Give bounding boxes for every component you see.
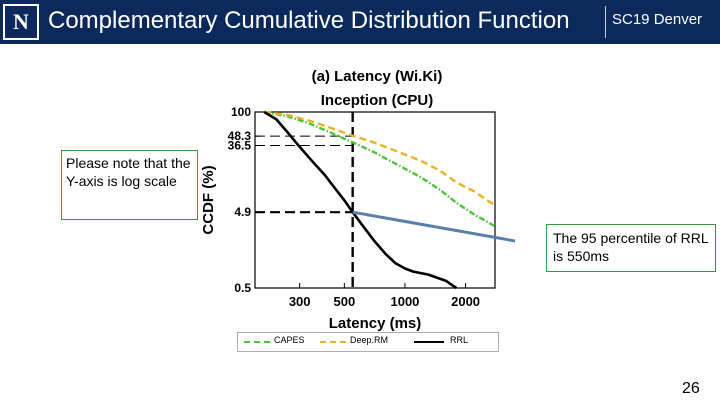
- university-logo: N: [3, 4, 39, 40]
- log-scale-note: Please note that the Y-axis is log scale: [61, 150, 198, 220]
- reference-lines: [255, 112, 354, 288]
- chart-title: (a) Latency (Wi.Ki): [312, 68, 443, 85]
- ccdf-chart-svg: (a) Latency (Wi.Ki) Inception (CPU) Late…: [200, 68, 515, 332]
- ccdf-chart: (a) Latency (Wi.Ki) Inception (CPU) Late…: [195, 60, 515, 360]
- x-axis-label: Latency (ms): [329, 315, 422, 332]
- legend-label-capes: CAPES: [274, 335, 305, 345]
- percentile-note: The 95 percentile of RRL is 550ms: [546, 224, 716, 272]
- y-tick-label: 0.5: [234, 281, 251, 295]
- series-line-capes: [263, 110, 496, 228]
- legend-swatch-capes: [244, 341, 270, 343]
- x-tick-label: 1000: [390, 294, 419, 309]
- header-divider: [605, 6, 606, 38]
- annotation-arrow: [352, 210, 515, 243]
- chart-subtitle: Inception (CPU): [321, 92, 434, 109]
- slide-title: Complementary Cumulative Distribution Fu…: [48, 7, 570, 34]
- legend-label-rrl: RRL: [450, 335, 469, 345]
- y-tick-label: 48.3: [228, 129, 252, 143]
- y-tick-label: 100: [231, 105, 251, 119]
- axis-ticks: 300 500 1000 2000 100 48.336.5 4.9 0.5: [228, 105, 480, 309]
- series-line-rrl: [263, 110, 458, 290]
- legend-swatch-rrl: [414, 341, 444, 343]
- y-tick-label: 4.9: [234, 205, 251, 219]
- series-lines: [263, 110, 496, 290]
- x-tick-label: 2000: [451, 294, 480, 309]
- x-tick-label: 300: [289, 294, 311, 309]
- y-axis-label: CCDF (%): [200, 165, 217, 234]
- page-number: 26: [682, 380, 700, 397]
- slide-header: N Complementary Cumulative Distribution …: [0, 0, 720, 44]
- y-tick-label: 36.5: [228, 138, 252, 152]
- series-line-deep-rm: [264, 110, 496, 207]
- legend-swatch-deeprm: [320, 341, 346, 343]
- legend-label-deeprm: Deep.RM: [350, 335, 389, 345]
- chart-legend: CAPES Deep.RM RRL: [237, 332, 499, 352]
- plot-frame: [254, 111, 496, 289]
- x-tick-label: 500: [333, 294, 355, 309]
- conference-label: SC19 Denver: [612, 11, 703, 28]
